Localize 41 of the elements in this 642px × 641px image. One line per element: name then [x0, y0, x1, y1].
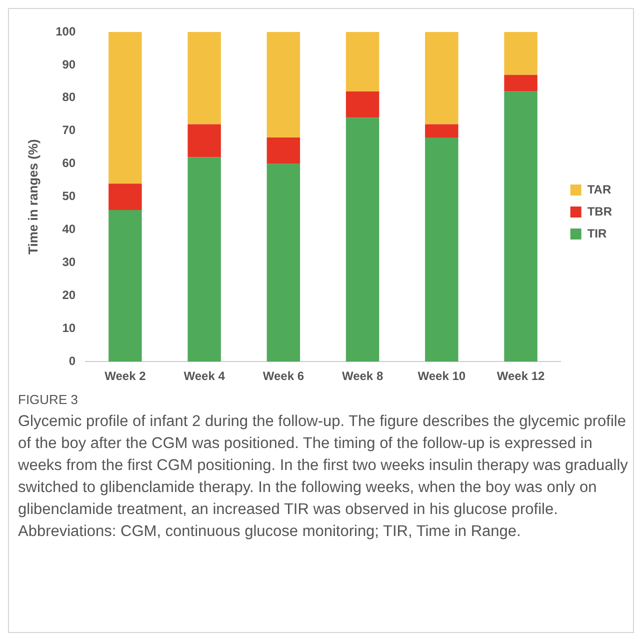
- legend-label: TIR: [587, 226, 607, 240]
- bar: [346, 32, 380, 92]
- y-tick-label: 0: [68, 354, 76, 368]
- bar: [504, 91, 538, 362]
- x-tick-label: Week 12: [496, 369, 546, 384]
- bar: [425, 32, 458, 124]
- bar: [504, 32, 538, 75]
- x-tick-label: Week 10: [418, 369, 466, 384]
- bar: [346, 118, 380, 362]
- bar: [108, 32, 142, 184]
- x-tick-label: Week 8: [342, 369, 384, 384]
- y-tick-label: 50: [62, 189, 76, 204]
- bar: [188, 157, 221, 362]
- bar: [425, 124, 458, 138]
- x-tick-label: Week 2: [104, 369, 146, 384]
- y-tick-label: 40: [62, 222, 76, 236]
- text: Glycemic profile of infant 2 during the follow-up. The figure describes the glycemic profile of the boy after the CGM was positioned. The timing of the follow-up is expressed in weeks from the first CGM positioning. In the first two weeks insulin therapy was gradually switched to glibenclamide therapy. In the following weeks, when the boy was only on glibenclamide treatment, an increased TIR was observed in his glucose profile. Abbreviations: CGM, continuous glucose monitoring; TIR, Time in Range.: [18, 412, 628, 542]
- bar: [188, 124, 221, 158]
- y-tick-label: 90: [62, 57, 76, 72]
- bar: [346, 91, 380, 118]
- y-tick-label: 20: [62, 288, 76, 302]
- legend-label: TAR: [587, 182, 612, 196]
- x-tick-label: Week 4: [184, 369, 226, 384]
- x-tick-label: Week 6: [262, 369, 304, 384]
- bar: [266, 164, 300, 362]
- bar: [504, 74, 538, 92]
- y-tick-label: 60: [62, 156, 76, 170]
- y-tick-label: 30: [62, 255, 76, 270]
- y-tick-label: 100: [56, 24, 76, 38]
- bar: [266, 137, 300, 164]
- bar: [425, 137, 458, 362]
- legend-label: TBR: [587, 204, 612, 218]
- y-axis-title: Time in ranges (%): [25, 139, 40, 254]
- y-tick-label: 10: [62, 320, 76, 335]
- y-tick-label: 80: [62, 90, 76, 104]
- caption: FIGURE 3: [18, 392, 79, 407]
- y-tick-label: 70: [62, 123, 76, 138]
- bar: [188, 32, 221, 124]
- bar: [266, 32, 300, 138]
- bar: [108, 184, 142, 210]
- bar: [108, 210, 142, 362]
